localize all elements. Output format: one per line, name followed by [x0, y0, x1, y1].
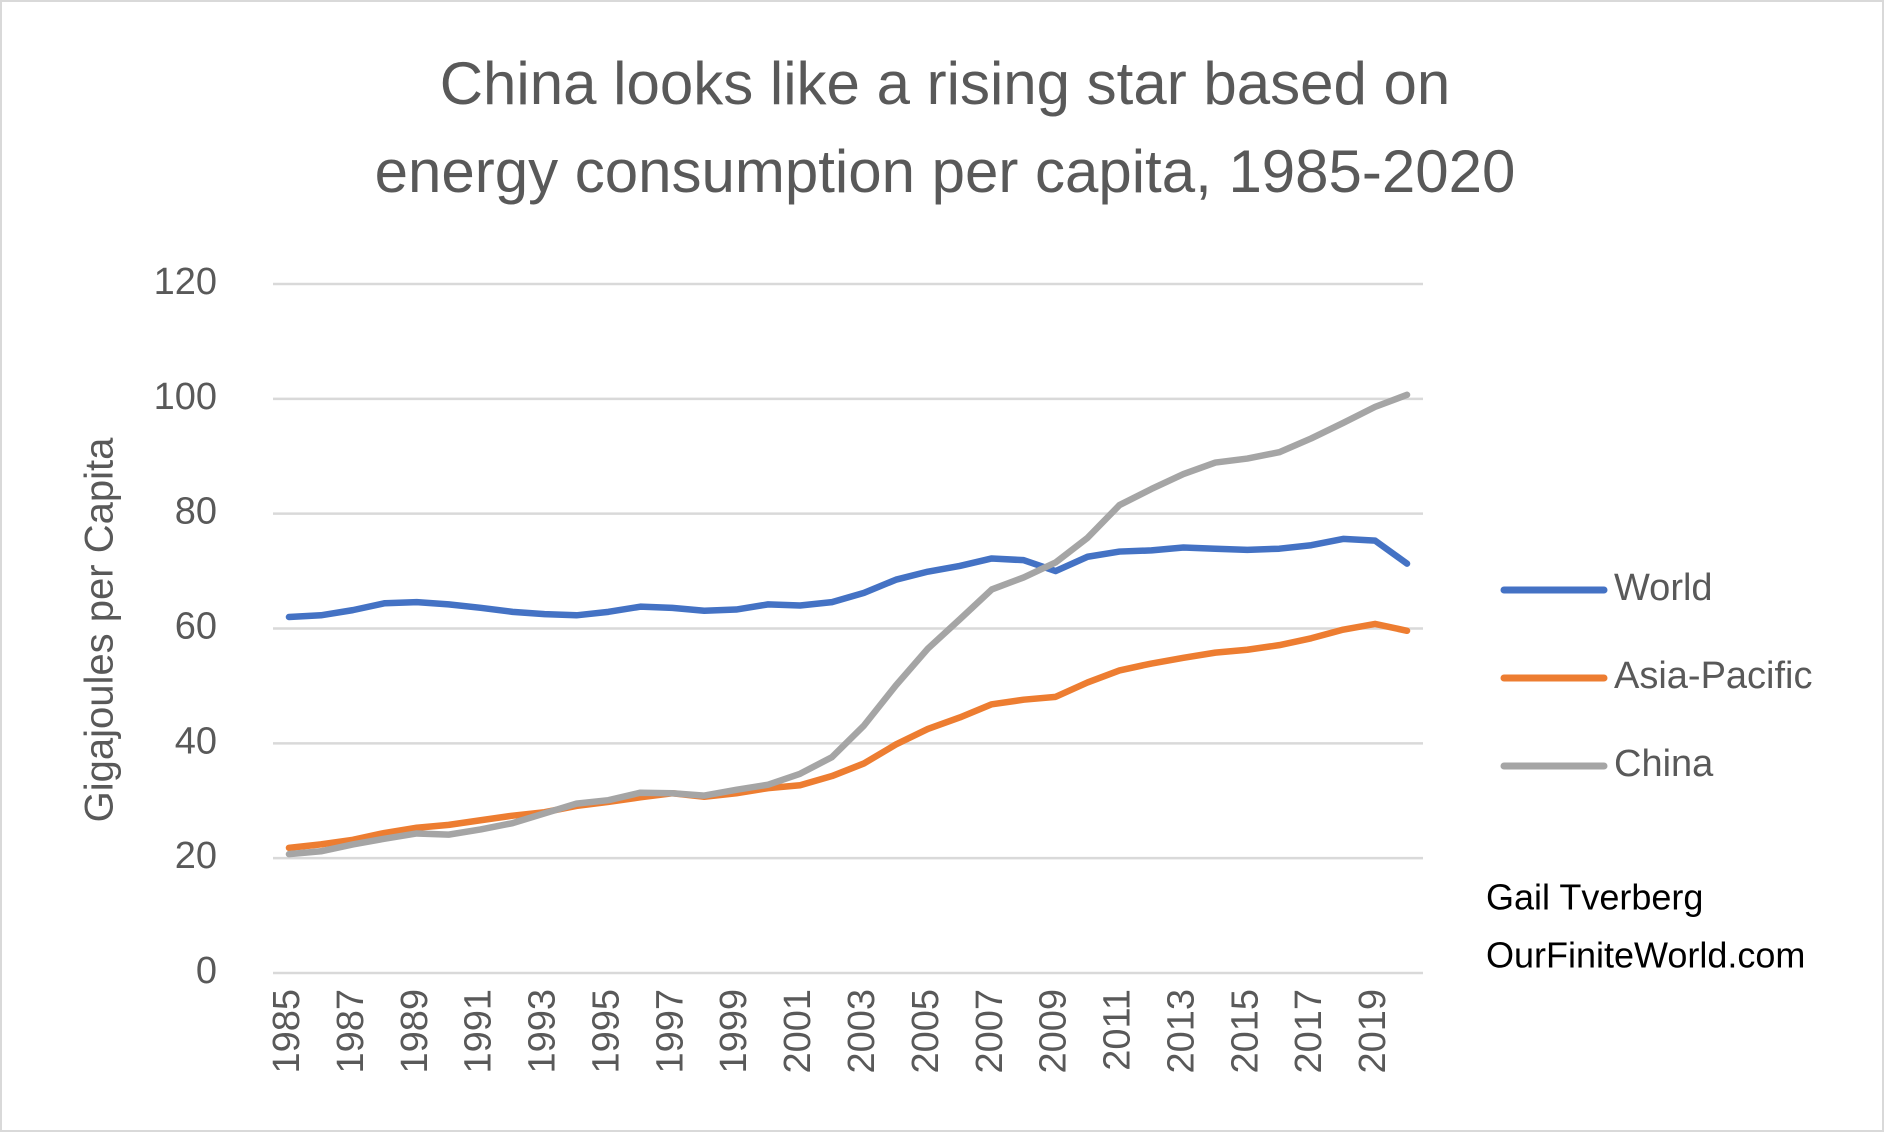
x-tick-label: 1993 [522, 989, 564, 1074]
x-tick-label: 2001 [777, 989, 819, 1074]
x-tick-label: 2013 [1160, 989, 1202, 1074]
data-line [285, 620, 1411, 852]
x-tick-label: 2009 [1033, 989, 1075, 1074]
x-tick-label: 1989 [394, 989, 436, 1074]
y-tick-label: 40 [175, 720, 217, 762]
y-tick-label: 80 [175, 491, 217, 533]
x-tick-label: 2019 [1352, 989, 1394, 1074]
x-tick-label: 1985 [266, 989, 308, 1074]
data-line [285, 535, 1411, 621]
x-tick-label: 2005 [905, 989, 947, 1074]
annotation: OurFiniteWorld.com [1486, 935, 1805, 976]
data-line [285, 391, 1411, 858]
x-tick-label: 1987 [330, 989, 372, 1074]
annotation: Gail Tverberg [1486, 877, 1703, 918]
x-tick-label: 2017 [1288, 989, 1330, 1074]
y-tick-label: 20 [175, 835, 217, 877]
chart-title: energy consumption per capita, 1985-2020 [375, 138, 1516, 205]
legend-label: China [1614, 743, 1714, 785]
x-tick-label: 2007 [969, 989, 1011, 1074]
y-tick-label: 120 [154, 261, 217, 303]
x-tick-label: 1999 [713, 989, 755, 1074]
x-tick-label: 1991 [458, 989, 500, 1074]
x-tick-label: 2011 [1097, 989, 1139, 1071]
legend-label: Asia-Pacific [1614, 655, 1813, 697]
x-tick-label: 2015 [1224, 989, 1266, 1074]
chart-title: China looks like a rising star based on [440, 50, 1451, 117]
x-tick-label: 2003 [841, 989, 883, 1074]
y-tick-label: 0 [196, 950, 217, 992]
legend-label: World [1614, 567, 1713, 609]
y-tick-label: 100 [154, 376, 217, 418]
x-tick-label: 1997 [649, 989, 691, 1074]
x-tick-label: 1995 [585, 989, 627, 1074]
y-axis-label: Gigajoules per Capita [78, 437, 122, 822]
y-tick-label: 60 [175, 606, 217, 648]
